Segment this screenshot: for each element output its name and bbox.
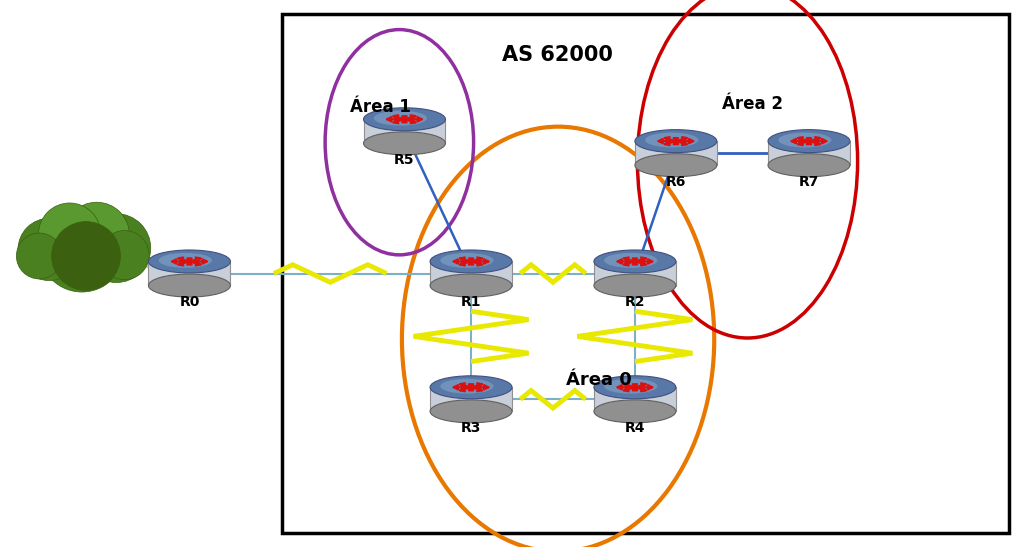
Ellipse shape (604, 253, 657, 268)
Text: AS 62000: AS 62000 (503, 45, 613, 65)
Ellipse shape (594, 400, 676, 423)
Ellipse shape (148, 274, 230, 297)
Text: R4: R4 (625, 421, 645, 435)
Ellipse shape (440, 253, 494, 268)
Bar (430, 387, 512, 411)
Bar (430, 261, 512, 286)
Ellipse shape (604, 379, 657, 394)
Text: Área 1: Área 1 (350, 98, 412, 115)
Ellipse shape (39, 207, 125, 292)
Bar (635, 141, 717, 165)
Ellipse shape (374, 110, 427, 126)
Ellipse shape (645, 132, 698, 148)
Bar (148, 261, 230, 286)
Ellipse shape (778, 132, 831, 148)
Ellipse shape (440, 379, 494, 394)
Ellipse shape (430, 376, 512, 399)
Ellipse shape (768, 130, 850, 153)
Text: R7: R7 (799, 175, 819, 189)
Text: R1: R1 (461, 295, 481, 310)
Text: Área 2: Área 2 (722, 95, 783, 113)
Ellipse shape (159, 253, 212, 268)
Text: R3: R3 (461, 421, 481, 435)
Ellipse shape (51, 222, 121, 290)
Text: Área 0: Área 0 (566, 371, 632, 389)
Ellipse shape (635, 154, 717, 177)
Text: R0: R0 (179, 295, 200, 310)
Ellipse shape (63, 202, 129, 268)
Text: R5: R5 (394, 153, 415, 167)
Bar (768, 141, 850, 165)
Bar (594, 387, 676, 411)
Ellipse shape (100, 230, 150, 280)
Ellipse shape (635, 130, 717, 153)
Ellipse shape (82, 214, 151, 283)
Bar (594, 261, 676, 286)
Ellipse shape (18, 218, 80, 281)
Ellipse shape (148, 250, 230, 273)
Ellipse shape (594, 376, 676, 399)
Ellipse shape (594, 274, 676, 297)
Text: R6: R6 (666, 175, 686, 189)
Bar (364, 119, 445, 143)
Text: R2: R2 (625, 295, 645, 310)
Ellipse shape (430, 250, 512, 273)
Ellipse shape (430, 400, 512, 423)
Ellipse shape (364, 132, 445, 155)
Ellipse shape (364, 108, 445, 131)
Ellipse shape (16, 233, 62, 279)
Ellipse shape (594, 250, 676, 273)
Ellipse shape (39, 203, 100, 265)
Ellipse shape (430, 274, 512, 297)
Ellipse shape (768, 154, 850, 177)
Bar (282, 14, 1009, 533)
